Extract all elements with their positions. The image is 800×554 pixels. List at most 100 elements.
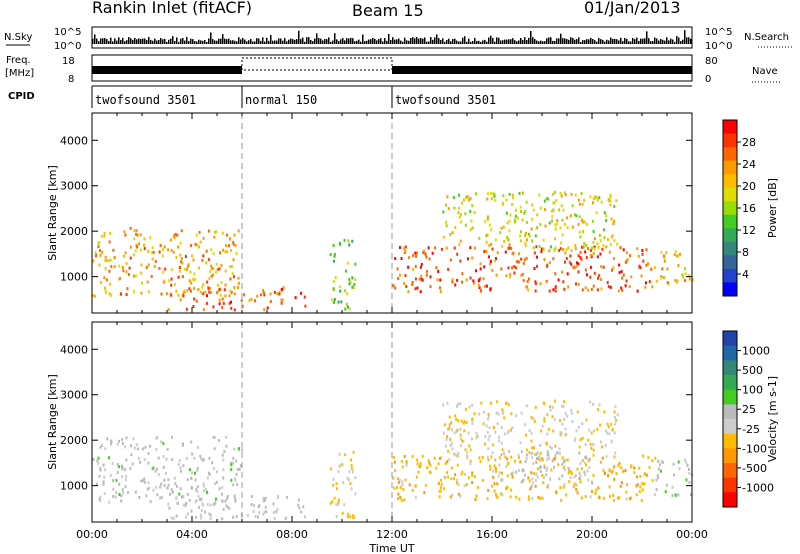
nsky-bar xyxy=(456,40,458,44)
rti-cell xyxy=(233,292,236,296)
rti-cell xyxy=(232,242,235,246)
rti-cell xyxy=(539,451,542,455)
freq-bar xyxy=(408,66,410,74)
rti-cell xyxy=(472,279,475,283)
rti-cell xyxy=(605,219,608,223)
nsky-bar xyxy=(582,40,584,44)
rti-cell xyxy=(684,272,687,276)
nsky-bar xyxy=(360,41,362,44)
rti-cell xyxy=(457,492,460,496)
rti-cell xyxy=(209,291,212,295)
rti-cell xyxy=(532,416,535,420)
rti-cell xyxy=(218,288,221,292)
nsky-bar xyxy=(632,38,634,44)
rti-cell xyxy=(353,283,356,287)
rti-cell xyxy=(221,231,224,235)
nsky-bar xyxy=(464,36,466,44)
rti-cell xyxy=(139,460,142,464)
rti-cell xyxy=(454,283,457,287)
rti-cell xyxy=(554,444,557,448)
rti-cell xyxy=(487,458,490,462)
rti-cell xyxy=(400,460,403,464)
rti-cell xyxy=(121,488,124,492)
rti-cell xyxy=(228,244,231,248)
nave-label: Nave xyxy=(752,66,778,77)
rti-cell xyxy=(191,254,194,258)
rti-cell xyxy=(483,284,486,288)
rti-cell xyxy=(633,466,636,470)
nsky-bar xyxy=(684,30,686,44)
rti-cell xyxy=(222,301,225,305)
rti-cell xyxy=(574,247,577,251)
rti-cell xyxy=(470,437,473,441)
rti-cell xyxy=(138,495,141,499)
rti-cell xyxy=(510,246,513,250)
colorbar-swatch xyxy=(723,228,737,243)
rti-cell xyxy=(583,198,586,202)
rti-cell xyxy=(458,193,461,197)
nsearch-tick-top: 10^5 xyxy=(705,27,732,38)
freq-bar xyxy=(450,66,452,74)
rti-cell xyxy=(598,274,601,278)
freq-bar xyxy=(578,66,580,74)
rti-cell xyxy=(602,228,605,232)
rti-cell xyxy=(207,229,210,233)
rti-cell xyxy=(543,199,546,203)
rti-cell xyxy=(349,515,352,519)
rti-cell xyxy=(397,492,400,496)
rti-cell xyxy=(459,427,462,431)
rti-cell xyxy=(414,251,417,255)
nsky-bar xyxy=(430,37,432,44)
nsky-bar xyxy=(216,40,218,44)
rti-cell xyxy=(109,258,112,262)
rti-cell xyxy=(230,463,233,467)
rti-cell xyxy=(420,274,423,278)
freq-bar xyxy=(444,66,446,74)
nsky-bar xyxy=(324,39,326,44)
rti-cell xyxy=(227,505,230,509)
rti-cell xyxy=(170,283,173,287)
rti-cell xyxy=(507,429,510,433)
rti-cell xyxy=(341,463,344,467)
freq-bar xyxy=(118,66,120,74)
rti-cell xyxy=(263,308,266,312)
rti-cell xyxy=(490,401,493,405)
rti-cell xyxy=(655,478,658,482)
rti-cell xyxy=(570,408,573,412)
nsky-bar xyxy=(180,38,182,44)
rti-cell xyxy=(170,277,173,281)
rti-cell xyxy=(606,422,609,426)
rti-cell xyxy=(584,456,587,460)
rti-cell xyxy=(609,199,612,203)
rti-cell xyxy=(533,419,536,423)
freq-bar xyxy=(618,66,620,74)
colorbar-swatch xyxy=(723,147,737,162)
rti-cell xyxy=(196,445,199,449)
rti-cell xyxy=(451,278,454,282)
rti-cell xyxy=(133,229,136,233)
nsky-bar xyxy=(226,39,228,44)
rti-cell xyxy=(202,236,205,240)
rti-cell xyxy=(157,473,160,477)
rti-cell xyxy=(215,480,218,484)
rti-cell xyxy=(124,478,127,482)
rti-cell xyxy=(459,494,462,498)
rti-cell xyxy=(492,475,495,479)
freq-bar xyxy=(506,66,508,74)
nsky-bar xyxy=(540,40,542,44)
rti-cell xyxy=(500,441,503,445)
freq-bar xyxy=(470,66,472,74)
freq-bar xyxy=(448,66,450,74)
rti-cell xyxy=(207,286,210,290)
nsky-bar xyxy=(104,38,106,44)
rti-cell xyxy=(120,499,123,503)
freq-bar xyxy=(166,66,168,74)
nsky-bar xyxy=(332,40,334,44)
rti-cell xyxy=(209,503,212,507)
rti-cell xyxy=(397,480,400,484)
rti-cell xyxy=(197,287,200,291)
rti-cell xyxy=(561,462,564,466)
nsky-bar xyxy=(502,40,504,44)
rti-cell xyxy=(400,499,403,503)
